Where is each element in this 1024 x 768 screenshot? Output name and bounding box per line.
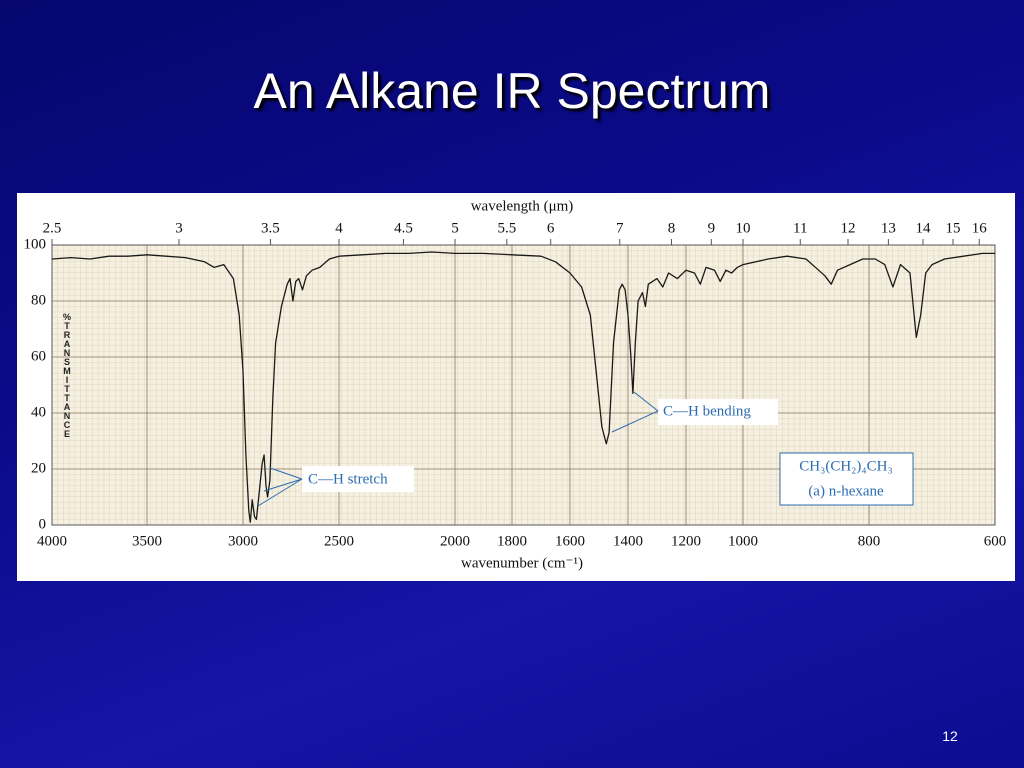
x2-tick-label: 7 <box>616 220 624 236</box>
x-tick-label: 1400 <box>613 533 643 549</box>
leader-line <box>257 467 303 507</box>
spectrum-line <box>51 251 995 523</box>
annotation-stretch: C—H stretch <box>257 466 414 507</box>
x2-axis-label: wavelength (μm) <box>471 198 574 214</box>
leader-line <box>611 391 659 433</box>
x2-tick-label: 15 <box>946 220 961 236</box>
annotation-box <box>302 466 414 492</box>
x2-tick-label: 13 <box>881 220 896 236</box>
x2-tick-label: 10 <box>736 220 751 236</box>
x2-tick-label: 4.5 <box>394 220 413 236</box>
annotation-box <box>658 399 778 425</box>
x2-tick-label: 5.5 <box>497 220 516 236</box>
x-tick-label: 600 <box>984 533 1007 549</box>
x-tick-label: 2500 <box>324 533 354 549</box>
x-tick-label: 1600 <box>555 533 585 549</box>
y-tick-label: 80 <box>31 292 46 308</box>
x2-tick-label: 11 <box>793 220 807 236</box>
x-tick-label: 1200 <box>671 533 701 549</box>
y-tick-label: 40 <box>31 404 46 420</box>
y-tick-label: 60 <box>31 348 46 364</box>
y-tick-label: 100 <box>24 236 47 252</box>
x2-tick-label: 4 <box>335 220 343 236</box>
x-tick-label: 800 <box>858 533 881 549</box>
compound-formula: CH₃(CH₂)₄CH₃ <box>799 458 892 474</box>
compound-frame <box>779 452 914 506</box>
x-axis-label: wavenumber (cm⁻¹) <box>461 555 583 571</box>
y-tick-label: 20 <box>31 460 46 476</box>
x2-tick-label: 5 <box>451 220 459 236</box>
x2-tick-label: 8 <box>668 220 676 236</box>
slide-title: An Alkane IR Spectrum <box>253 63 771 119</box>
annotation: C—H stretch <box>308 471 388 487</box>
y-tick-label: 0 <box>39 516 47 532</box>
page-number: 12 <box>942 728 958 744</box>
x2-tick-label: 3.5 <box>261 220 280 236</box>
x2-tick-label: 12 <box>841 220 856 236</box>
x2-tick-label: 9 <box>708 220 716 236</box>
annotation-bending: C—H bending <box>611 391 778 433</box>
x-tick-label: 1800 <box>497 533 527 549</box>
annotation: C—H bending <box>663 403 751 419</box>
compound-box: CH₃(CH₂)₄CH₃ (a) n-hexane <box>779 452 914 506</box>
x-tick-label: 4000 <box>37 533 67 549</box>
x-tick-label: 1000 <box>728 533 758 549</box>
x2-tick-label: 14 <box>916 220 932 236</box>
compound-name: (a) n-hexane <box>808 483 884 499</box>
x2-tick-label: 16 <box>972 220 988 236</box>
x2-tick-label: 3 <box>175 220 183 236</box>
x-tick-label: 3000 <box>228 533 258 549</box>
y-axis-label: %TRANSMITTANCE <box>62 312 72 438</box>
x2-tick-label: 6 <box>547 220 555 236</box>
plot-frame <box>51 244 996 526</box>
x2-tick-label: 2.5 <box>43 220 62 236</box>
x-tick-label: 2000 <box>440 533 470 549</box>
x-tick-label: 3500 <box>132 533 162 549</box>
